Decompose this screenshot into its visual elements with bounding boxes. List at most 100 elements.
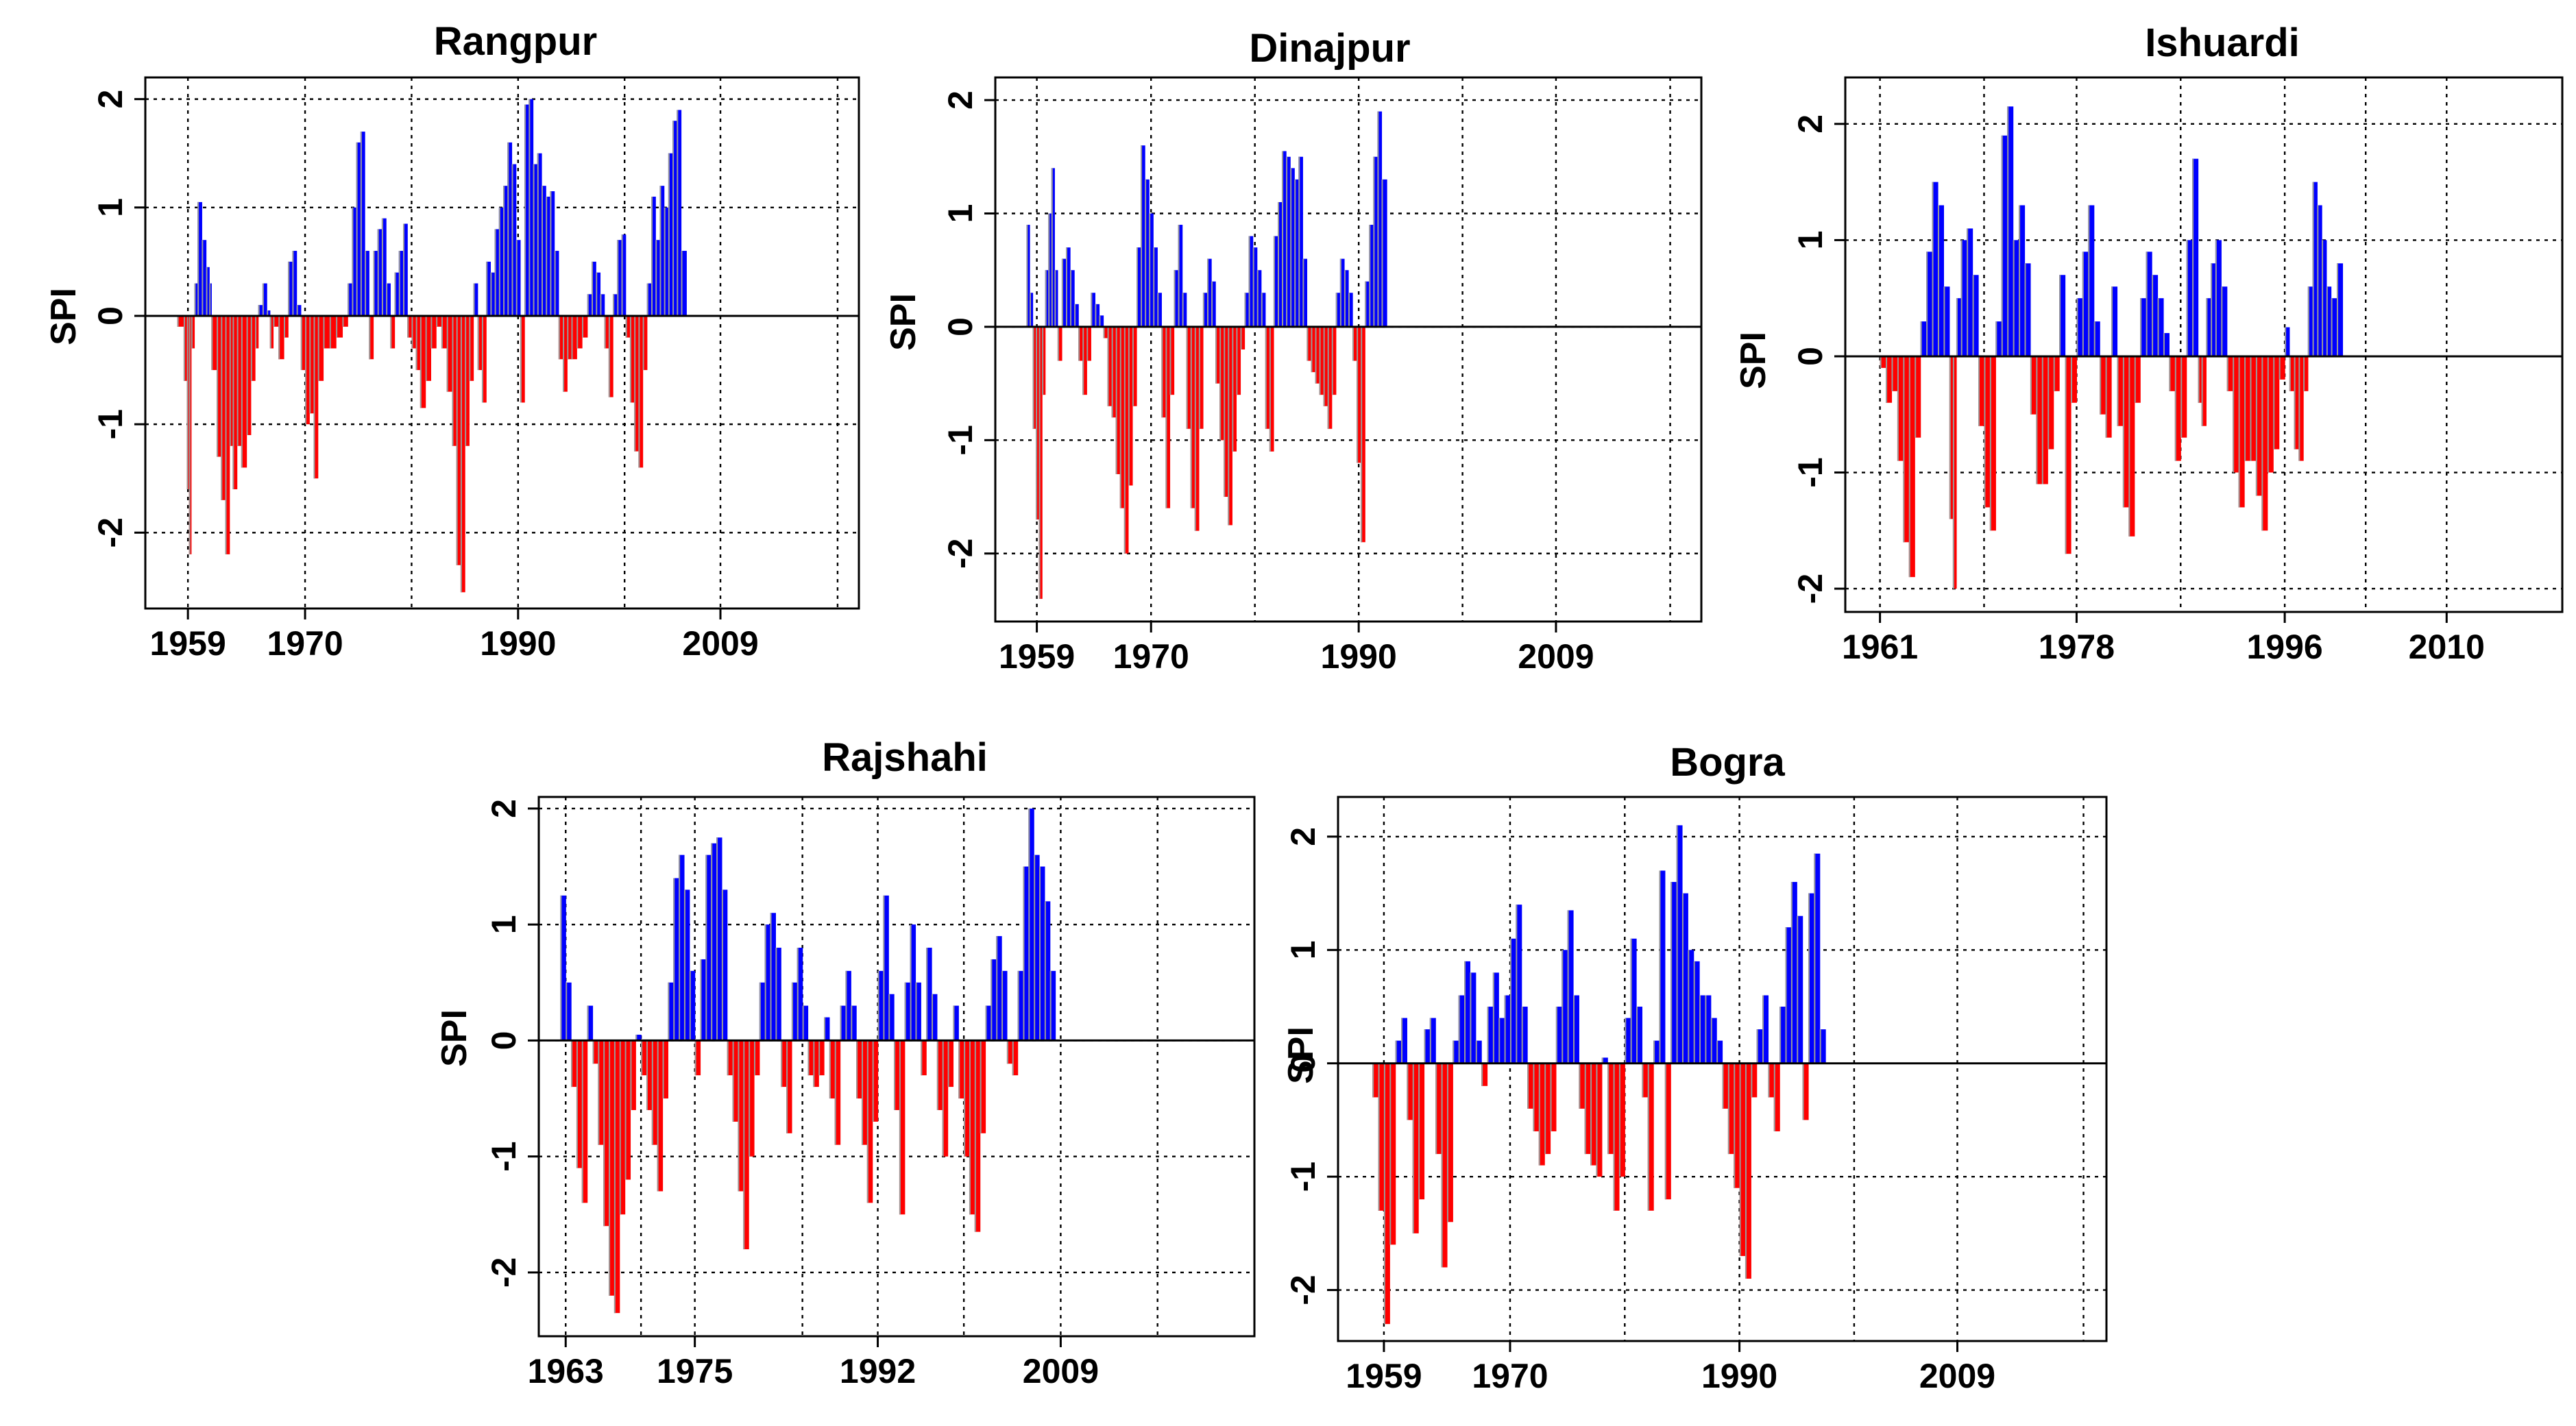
spi-bar [246, 315, 252, 435]
chart-ishuardi: Ishuardi SPI -2 -1 0 1 2 1961 1978 1996 2010 [1734, 21, 2564, 666]
x-tick-label: 1975 [657, 1352, 733, 1390]
spi-bar [910, 924, 916, 1041]
spi-bar [1111, 326, 1117, 418]
spi-bar [2128, 356, 2135, 537]
spi-bar [1389, 1063, 1396, 1245]
spi-bar [711, 843, 717, 1041]
spi-bar [1618, 1063, 1625, 1177]
spi-bar [840, 1005, 847, 1041]
spi-bar [1186, 326, 1191, 429]
spi-bar [936, 1040, 943, 1110]
spi-bar [576, 315, 583, 349]
spi-bar [342, 315, 348, 327]
y-tick-label: -2 [941, 539, 980, 569]
spi-bar [1498, 1018, 1505, 1064]
spi-bar [250, 315, 256, 381]
spi-bar [1091, 293, 1096, 327]
spi-bar [550, 191, 555, 316]
spi-bar [1915, 356, 1921, 438]
spi-bar [2322, 240, 2327, 356]
spi-bar [662, 1040, 668, 1099]
spi-bar [694, 1040, 701, 1076]
spi-bar [452, 315, 457, 446]
spi-bar [899, 1040, 906, 1215]
spi-bar [958, 1040, 964, 1099]
spi-bar [634, 315, 639, 452]
spi-bar [1286, 156, 1291, 327]
plot-frame [1337, 796, 2108, 1342]
spi-bar [613, 294, 618, 316]
y-tick-label: -2 [91, 517, 130, 548]
spi-bar [629, 315, 635, 403]
spi-bar [1544, 1063, 1551, 1155]
spi-bar [764, 924, 771, 1041]
x-tick-label: 2009 [1518, 637, 1594, 676]
spi-bar [1897, 356, 1904, 461]
spi-bar [217, 315, 221, 457]
spi-bar [894, 1040, 900, 1110]
spi-bar [1161, 326, 1167, 418]
spi-bar [1323, 326, 1328, 406]
spi-bar [558, 315, 563, 360]
spi-bar [283, 315, 289, 338]
spi-bar [1481, 1063, 1488, 1086]
spi-bar [2041, 356, 2048, 484]
spi-bar [1352, 326, 1357, 361]
spi-bar [749, 1040, 755, 1157]
spi-bar [1613, 1063, 1620, 1211]
spi-bar [206, 267, 210, 316]
spi-bar [603, 1040, 609, 1227]
spi-bar [1232, 326, 1237, 452]
spi-bar [759, 982, 766, 1041]
spi-bar [1956, 298, 1962, 356]
spi-bar [904, 982, 911, 1041]
y-axis-label: SPI [44, 288, 84, 345]
spi-bar [1012, 1040, 1019, 1076]
spi-bar [2059, 275, 2066, 356]
spi-bar [2192, 158, 2199, 356]
spi-bar [1625, 1018, 1631, 1064]
spi-bar [1785, 927, 1792, 1064]
panel-rangpur: Rangpur SPI -2 -1 0 1 2 1959 1970 1990 2009 [0, 0, 871, 685]
spi-bar [2053, 356, 2060, 391]
spi-bar [1029, 293, 1034, 327]
spi-bar [1470, 972, 1477, 1064]
spi-bar [2238, 356, 2245, 508]
spi-bar [1932, 182, 1939, 356]
spi-bar [1244, 293, 1250, 327]
spi-bar [1903, 356, 1910, 543]
spi-bar [1169, 326, 1175, 395]
spi-bar [991, 959, 997, 1041]
spi-bar [194, 283, 198, 316]
spi-bar [1057, 326, 1062, 361]
y-tick-label: 2 [91, 90, 130, 109]
spi-bar [689, 970, 696, 1041]
spi-bar [1727, 1063, 1734, 1155]
spi-bar [1908, 356, 1915, 578]
spi-bar [1365, 281, 1370, 327]
spi-bar [587, 1005, 594, 1041]
spi-bar [625, 315, 631, 338]
y-tick-label: -1 [485, 1141, 523, 1171]
spi-bar [1487, 1007, 1494, 1064]
spi-bar [2307, 286, 2313, 356]
spi-bar [969, 1040, 975, 1215]
spi-bar [2048, 356, 2054, 450]
panel-dinajpur: Dinajpur SPI -2 -1 0 1 2 1959 1970 1990 2009 [0, 0, 1714, 685]
spi-bar [1567, 910, 1574, 1064]
spi-bar [1137, 247, 1141, 327]
spi-bar [571, 1040, 577, 1087]
spi-bar [2198, 356, 2202, 403]
spi-bar [753, 1040, 760, 1076]
spi-bar [1099, 315, 1104, 327]
chart-title: Ishuardi [2145, 21, 2300, 65]
spi-bar [2186, 240, 2193, 356]
spi-bar [1435, 1063, 1442, 1155]
spi-bar [2088, 205, 2095, 356]
spi-bar [942, 1040, 949, 1157]
spi-bar [1215, 326, 1220, 384]
spi-bar [255, 315, 259, 349]
spi-bar [829, 1040, 836, 1099]
spi-bar [1533, 1063, 1540, 1131]
spi-bar [651, 1040, 658, 1145]
